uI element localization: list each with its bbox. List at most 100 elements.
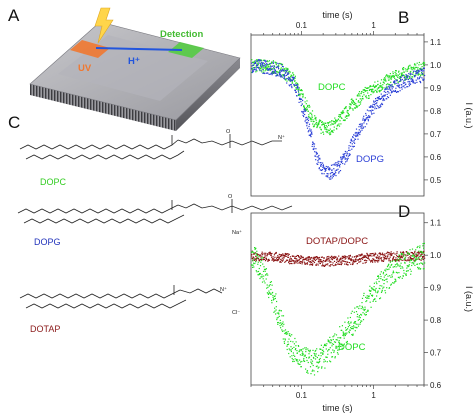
data-point xyxy=(255,254,257,256)
data-point xyxy=(301,354,303,356)
data-point xyxy=(395,266,397,268)
data-point xyxy=(330,176,332,178)
data-point xyxy=(385,268,387,270)
data-point xyxy=(386,98,388,100)
data-point xyxy=(252,71,254,73)
data-point xyxy=(325,175,327,177)
data-point xyxy=(369,293,371,295)
data-point xyxy=(295,91,297,93)
data-point xyxy=(257,64,259,66)
data-point xyxy=(259,272,261,275)
data-point xyxy=(296,254,298,257)
data-point xyxy=(396,91,398,93)
data-point xyxy=(334,117,336,119)
data-point xyxy=(348,331,350,333)
data-point xyxy=(390,276,392,278)
data-point xyxy=(362,98,364,100)
data-point xyxy=(265,72,267,74)
data-point xyxy=(369,115,371,117)
data-point xyxy=(288,253,290,255)
data-point xyxy=(340,113,342,116)
data-point xyxy=(411,73,413,75)
data-point xyxy=(405,78,407,80)
data-point xyxy=(297,361,299,363)
data-point xyxy=(377,98,379,100)
data-point xyxy=(394,264,396,266)
series-label: DOPG xyxy=(356,154,384,165)
data-point xyxy=(269,281,271,283)
data-point xyxy=(337,168,339,170)
data-point xyxy=(354,259,357,261)
data-point xyxy=(323,361,325,363)
data-point xyxy=(298,363,300,365)
data-point xyxy=(400,75,402,77)
data-point xyxy=(368,259,370,261)
data-point xyxy=(339,345,342,347)
data-point xyxy=(315,256,317,258)
data-point xyxy=(260,68,262,70)
data-point xyxy=(305,119,307,121)
data-point xyxy=(336,125,338,127)
data-point xyxy=(330,256,332,258)
data-point xyxy=(387,88,389,90)
data-point xyxy=(264,63,266,66)
data-point xyxy=(338,115,340,117)
data-point xyxy=(410,258,413,260)
data-point xyxy=(304,120,306,122)
data-point xyxy=(374,89,376,91)
data-point xyxy=(311,110,314,112)
data-point xyxy=(287,331,289,333)
data-point xyxy=(341,158,343,160)
data-point xyxy=(339,258,341,260)
data-point xyxy=(400,72,402,74)
data-point xyxy=(304,97,306,99)
data-point xyxy=(378,96,380,98)
data-point xyxy=(365,261,367,263)
x-tick-label: 1 xyxy=(371,391,376,400)
data-point xyxy=(392,90,394,92)
data-point xyxy=(356,306,358,308)
data-point xyxy=(385,91,387,93)
data-point xyxy=(335,261,338,263)
data-point xyxy=(296,87,298,89)
data-point xyxy=(272,65,274,67)
data-point xyxy=(252,251,254,253)
data-point xyxy=(397,276,399,278)
data-point xyxy=(339,120,341,122)
data-point xyxy=(348,257,350,259)
data-point xyxy=(259,273,261,275)
data-point xyxy=(420,82,422,84)
data-point xyxy=(326,256,328,258)
data-point xyxy=(289,258,291,260)
data-point xyxy=(419,256,421,258)
data-point xyxy=(422,79,424,81)
data-point xyxy=(354,138,356,140)
data-point xyxy=(401,253,403,255)
data-point xyxy=(326,264,328,266)
data-point xyxy=(403,85,405,87)
data-point xyxy=(273,72,275,74)
data-point xyxy=(395,87,397,89)
data-point xyxy=(418,71,420,73)
data-point xyxy=(354,321,357,323)
data-point xyxy=(345,333,347,335)
data-point xyxy=(370,290,372,292)
data-point xyxy=(417,255,419,257)
data-point xyxy=(341,329,343,331)
data-point xyxy=(349,258,351,260)
data-point xyxy=(260,63,262,65)
data-point xyxy=(311,264,314,266)
data-point xyxy=(310,355,313,357)
data-point xyxy=(364,120,366,122)
data-point xyxy=(350,104,352,106)
data-point xyxy=(258,60,261,62)
data-point xyxy=(317,163,319,165)
data-point xyxy=(326,175,328,177)
data-point xyxy=(305,122,307,124)
data-point xyxy=(313,370,315,372)
data-point xyxy=(251,62,253,64)
data-points xyxy=(251,59,426,180)
data-point xyxy=(322,346,324,348)
data-point xyxy=(405,76,407,78)
data-point xyxy=(281,69,283,71)
